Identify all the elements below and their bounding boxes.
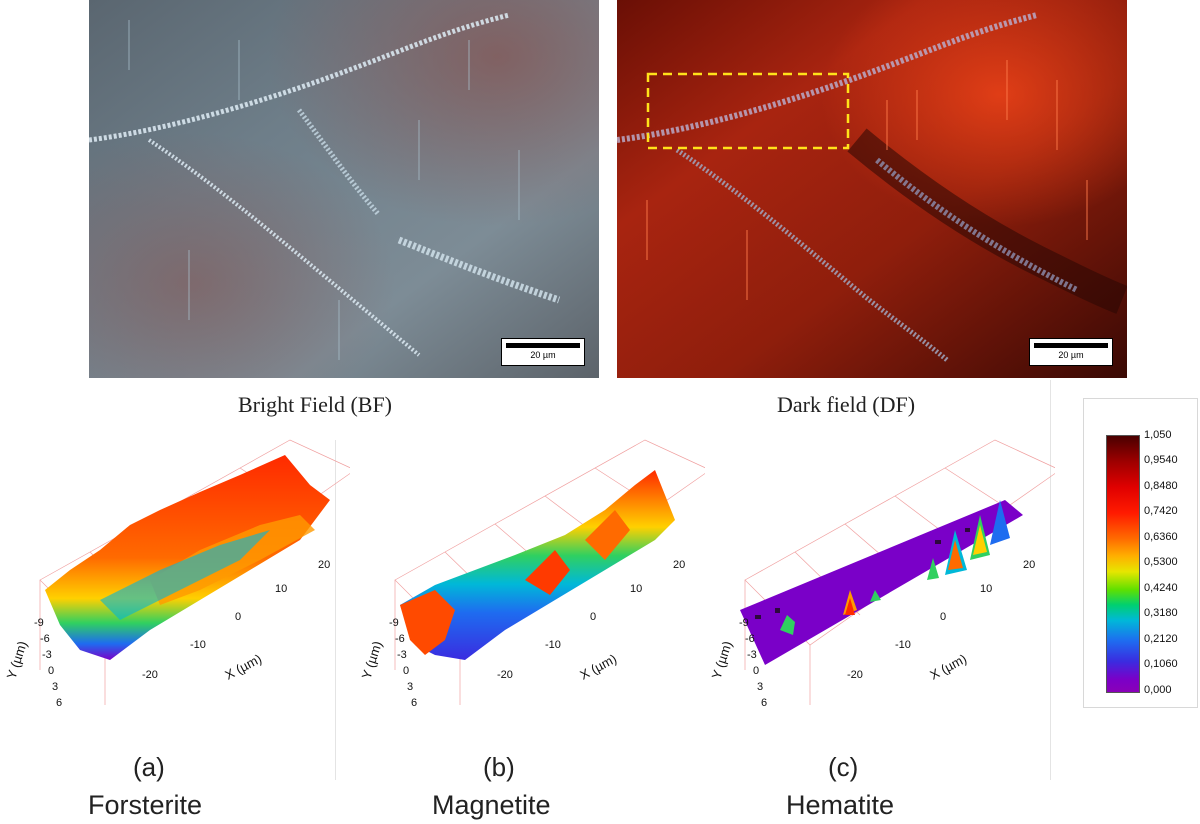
- surface-plot-forsterite: X (µm) Y (µm) -20 -10 0 10 20 -9 -6 -3 0…: [0, 430, 350, 710]
- colorbar-legend: 1,050 0,9540 0,8480 0,7420 0,6360 0,5300…: [1083, 398, 1198, 708]
- x-axis-label: X (µm): [927, 651, 969, 683]
- mineral-name-magnetite: Magnetite: [432, 790, 551, 820]
- x-tick: -20: [497, 669, 513, 681]
- y-tick: 6: [411, 697, 417, 709]
- x-tick: 10: [980, 583, 992, 595]
- colorbar-tick: 1,050: [1144, 429, 1172, 441]
- y-tick: 6: [56, 697, 62, 709]
- bf-caption: Bright Field (BF): [238, 392, 393, 417]
- y-tick: -3: [747, 649, 757, 661]
- y-tick: -9: [739, 617, 749, 629]
- colorbar-tick: 0,7420: [1144, 505, 1178, 517]
- y-tick: -9: [34, 617, 44, 629]
- x-tick: -10: [895, 639, 911, 651]
- y-tick: -9: [389, 617, 399, 629]
- y-tick: -3: [397, 649, 407, 661]
- y-axis-label: Y (µm): [4, 639, 30, 681]
- mineral-name-hematite: Hematite: [786, 790, 895, 820]
- y-tick: 3: [52, 681, 58, 693]
- panel-letter-c: (c): [828, 752, 859, 782]
- y-axis-label: Y (µm): [709, 639, 735, 681]
- x-tick: -10: [190, 639, 206, 651]
- colorbar-tick: 0,1060: [1144, 658, 1178, 670]
- colorbar-tick: 0,3180: [1144, 607, 1178, 619]
- y-tick: 3: [757, 681, 763, 693]
- colorbar-tick: 0,000: [1144, 684, 1172, 696]
- y-tick: -6: [745, 633, 755, 645]
- mineral-name-forsterite: Forsterite: [88, 790, 203, 820]
- y-tick: 3: [407, 681, 413, 693]
- colorbar-tick: 0,2120: [1144, 633, 1178, 645]
- panel-letter-b: (b): [483, 752, 515, 782]
- surface-plot-magnetite: X (µm) Y (µm) -20 -10 0 10 20 -9 -6 -3 0…: [355, 430, 705, 710]
- x-tick: 10: [275, 583, 287, 595]
- x-tick: 20: [318, 559, 330, 571]
- x-tick: -20: [847, 669, 863, 681]
- colorbar-tick: 0,4240: [1144, 582, 1178, 594]
- x-tick: 20: [673, 559, 685, 571]
- surface-plot-hematite: X (µm) Y (µm) -20 -10 0 10 20 -9 -6 -3 0…: [705, 430, 1055, 710]
- bf-scale-bar: 20 µm: [501, 338, 585, 366]
- y-tick: -6: [40, 633, 50, 645]
- y-tick: 6: [761, 697, 767, 709]
- colorbar-tick: 0,5300: [1144, 556, 1178, 568]
- x-tick: 10: [630, 583, 642, 595]
- x-axis-label: X (µm): [577, 651, 619, 683]
- panel-divider: [1050, 380, 1051, 780]
- x-tick: 20: [1023, 559, 1035, 571]
- x-tick: -10: [545, 639, 561, 651]
- y-tick: -6: [395, 633, 405, 645]
- colorbar-gradient: [1106, 435, 1140, 693]
- colorbar-tick: 0,6360: [1144, 531, 1178, 543]
- bright-field-micrograph: 20 µm: [89, 0, 599, 378]
- y-tick: 0: [403, 665, 409, 677]
- y-tick: 0: [48, 665, 54, 677]
- x-axis-label: X (µm): [222, 651, 264, 683]
- y-tick: -3: [42, 649, 52, 661]
- colorbar-tick: 0,9540: [1144, 454, 1178, 466]
- x-tick: -20: [142, 669, 158, 681]
- df-scale-bar: 20 µm: [1029, 338, 1113, 366]
- df-caption: Dark field (DF): [777, 392, 916, 417]
- x-tick: 0: [940, 611, 946, 623]
- x-tick: 0: [235, 611, 241, 623]
- panel-divider: [335, 440, 336, 780]
- panel-letter-a: (a): [133, 752, 165, 782]
- y-tick: 0: [753, 665, 759, 677]
- colorbar-tick: 0,8480: [1144, 480, 1178, 492]
- y-axis-label: Y (µm): [359, 639, 385, 681]
- dark-field-micrograph: 20 µm: [617, 0, 1127, 378]
- x-tick: 0: [590, 611, 596, 623]
- bf-scale-label: 20 µm: [530, 350, 556, 360]
- df-scale-label: 20 µm: [1058, 350, 1084, 360]
